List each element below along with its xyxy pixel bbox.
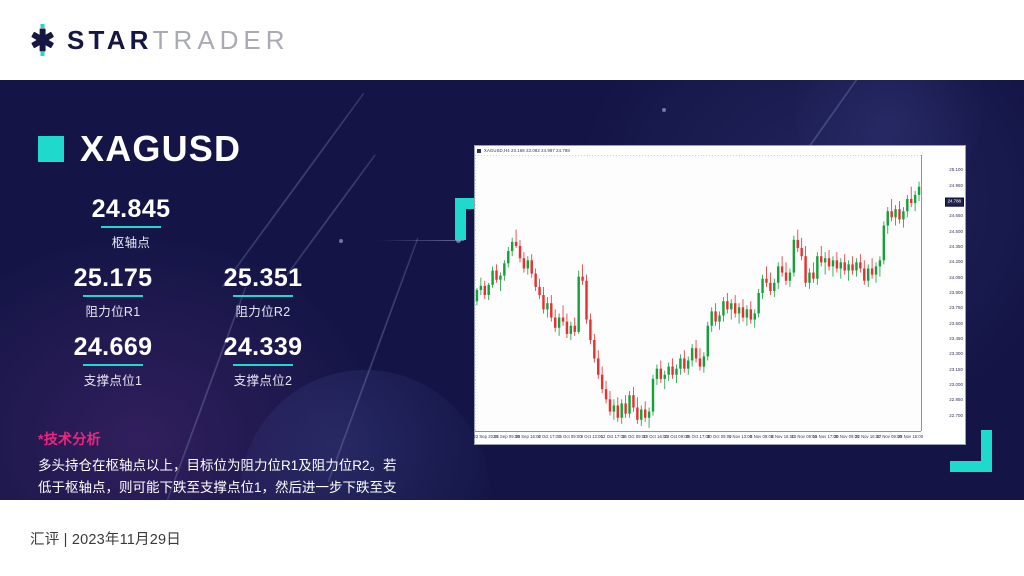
time-tick: 27 Nov 09:00 <box>876 433 902 439</box>
level-underline <box>233 364 293 366</box>
price-chart[interactable]: XAGUSD,H4 23.168 23.082 24.987 24.788 25… <box>473 145 966 445</box>
level-underline <box>233 295 293 297</box>
instrument-title-row: XAGUSD <box>38 128 428 170</box>
price-tick: 24.950 <box>949 182 963 188</box>
level-underline <box>101 226 161 228</box>
resistance-row: 25.175 阻力位R1 25.351 阻力位R2 <box>38 265 378 334</box>
pivot-row: 24.845 枢轴点 <box>38 196 378 265</box>
time-tick: 6 Nov 09:00 <box>750 433 774 439</box>
level-value: 25.351 <box>223 264 303 292</box>
price-tick: 23.900 <box>949 289 963 295</box>
decor-line-1 <box>378 240 464 241</box>
price-tick: 24.200 <box>949 259 963 265</box>
price-tick: 24.500 <box>949 228 963 234</box>
chart-gridlines <box>475 155 921 431</box>
time-tick: 22 Nov 16:00 <box>855 433 881 439</box>
price-tick: 25.100 <box>949 167 963 173</box>
level-value: 24.845 <box>91 195 171 223</box>
candlestick-series <box>475 155 921 431</box>
time-tick: 28 Sep 16:00 <box>515 433 541 439</box>
time-tick: 8 Nov 16:00 <box>771 433 795 439</box>
page-footer: 汇评 | 2023年11月29日 <box>0 500 1024 576</box>
time-tick: 30 Oct 09:00 <box>706 433 732 439</box>
brand-name-bold: STAR <box>67 24 153 55</box>
time-tick: 20 Nov 09:00 <box>833 433 860 439</box>
square-marker-icon <box>38 136 64 162</box>
price-tick: 23.750 <box>949 305 963 311</box>
decor-dot-1 <box>339 239 343 243</box>
current-price-label: 24.788 <box>944 197 964 207</box>
time-tick: 22 Sep 2023 <box>473 433 498 439</box>
level-underline <box>83 295 143 297</box>
main-stage: XAGUSD 24.845 枢轴点 25.175 阻力位R1 25.351 <box>0 80 1024 500</box>
price-tick: 24.050 <box>949 274 963 280</box>
brand-wordmark: STAR TRADER <box>67 25 290 56</box>
level-label: 支撑点位2 <box>233 374 293 388</box>
chart-header-label: XAGUSD,H4 23.168 23.082 24.987 24.788 <box>477 147 570 155</box>
level-label: 阻力位R1 <box>85 305 141 319</box>
technical-analysis-body: 多头持仓在枢轴点以上，目标位为阻力位R1及阻力位R2。若低于枢轴点，则可能下跌至… <box>38 458 397 495</box>
level-underline <box>83 364 143 366</box>
level-label: 阻力位R2 <box>235 305 291 319</box>
technical-analysis-section: *技术分析 多头持仓在枢轴点以上，目标位为阻力位R1及阻力位R2。若低于枢轴点，… <box>38 429 428 500</box>
pivot-levels: 24.845 枢轴点 25.175 阻力位R1 25.351 阻力位R2 <box>38 196 378 403</box>
decor-dot-3 <box>662 108 666 112</box>
level-value: 25.175 <box>73 264 153 292</box>
time-tick: 9 Oct 13:00 <box>580 433 603 439</box>
price-tick: 23.000 <box>949 381 963 387</box>
time-tick: 23 Oct 09:00 <box>664 433 690 439</box>
chart-plot-area[interactable] <box>475 155 921 431</box>
time-tick: 25 Oct 17:00 <box>685 433 711 439</box>
time-tick: 1 Nov 13:00 <box>728 433 753 439</box>
time-tick: 26 Sep 09:00 <box>494 433 520 439</box>
price-tick: 24.650 <box>949 213 963 219</box>
time-tick: 5 Oct 09:00 <box>559 433 582 439</box>
level-pivot: 24.845 枢轴点 <box>56 196 206 251</box>
level-label: 支撑点位1 <box>83 374 143 388</box>
level-value: 24.339 <box>223 333 303 361</box>
page-header: STAR TRADER <box>0 0 1024 80</box>
brand-logo: STAR TRADER <box>28 24 290 56</box>
footer-caption: 汇评 | 2023年11月29日 <box>30 531 181 548</box>
price-tick: 24.350 <box>949 243 963 249</box>
time-tick: 13 Nov 09:00 <box>791 433 817 439</box>
page-title: XAGUSD <box>80 128 242 169</box>
level-label: 枢轴点 <box>111 236 151 250</box>
price-tick: 23.600 <box>949 320 963 326</box>
corner-bracket-bottom-right <box>950 430 992 472</box>
price-tick: 23.300 <box>949 351 963 357</box>
level-support-1: 24.669 支撑点位1 <box>38 334 188 389</box>
level-value: 24.669 <box>73 333 153 361</box>
time-tick: 15 Nov 17:00 <box>812 433 839 439</box>
time-tick: 29 Nov 16:00 <box>897 433 924 439</box>
level-support-2: 24.339 支撑点位2 <box>188 334 338 389</box>
price-tick: 23.450 <box>949 335 963 341</box>
price-tick: 23.150 <box>949 366 963 372</box>
time-tick: 18 Oct 16:00 <box>643 433 668 439</box>
price-axis[interactable]: 25.10024.95024.80024.65024.50024.35024.2… <box>921 155 965 431</box>
time-tick: 16 Oct 09:00 <box>621 433 647 439</box>
level-resistance-1: 25.175 阻力位R1 <box>38 265 188 320</box>
time-axis[interactable]: 22 Sep 2023 26 Sep 09:00 28 Sep 16:00 2 Oct… <box>473 431 924 444</box>
star-asterisk-icon <box>28 24 58 56</box>
price-tick: 22.850 <box>949 397 963 403</box>
level-resistance-2: 25.351 阻力位R2 <box>188 265 338 320</box>
time-tick: 2 Oct 17:00 <box>538 433 561 439</box>
support-row: 24.669 支撑点位1 24.339 支撑点位2 <box>38 334 378 403</box>
chart-title: XAGUSD,H4 23.168 23.082 24.987 24.788 <box>484 147 570 154</box>
technical-analysis-heading: *技术分析 <box>38 431 101 447</box>
price-tick: 22.700 <box>949 412 963 418</box>
time-tick: 12 Oct 17:00 <box>600 433 626 439</box>
brand-name-light: TRADER <box>152 24 290 55</box>
chart-header-marker-icon <box>477 149 481 153</box>
instrument-info-panel: XAGUSD 24.845 枢轴点 25.175 阻力位R1 25.351 <box>38 128 428 500</box>
